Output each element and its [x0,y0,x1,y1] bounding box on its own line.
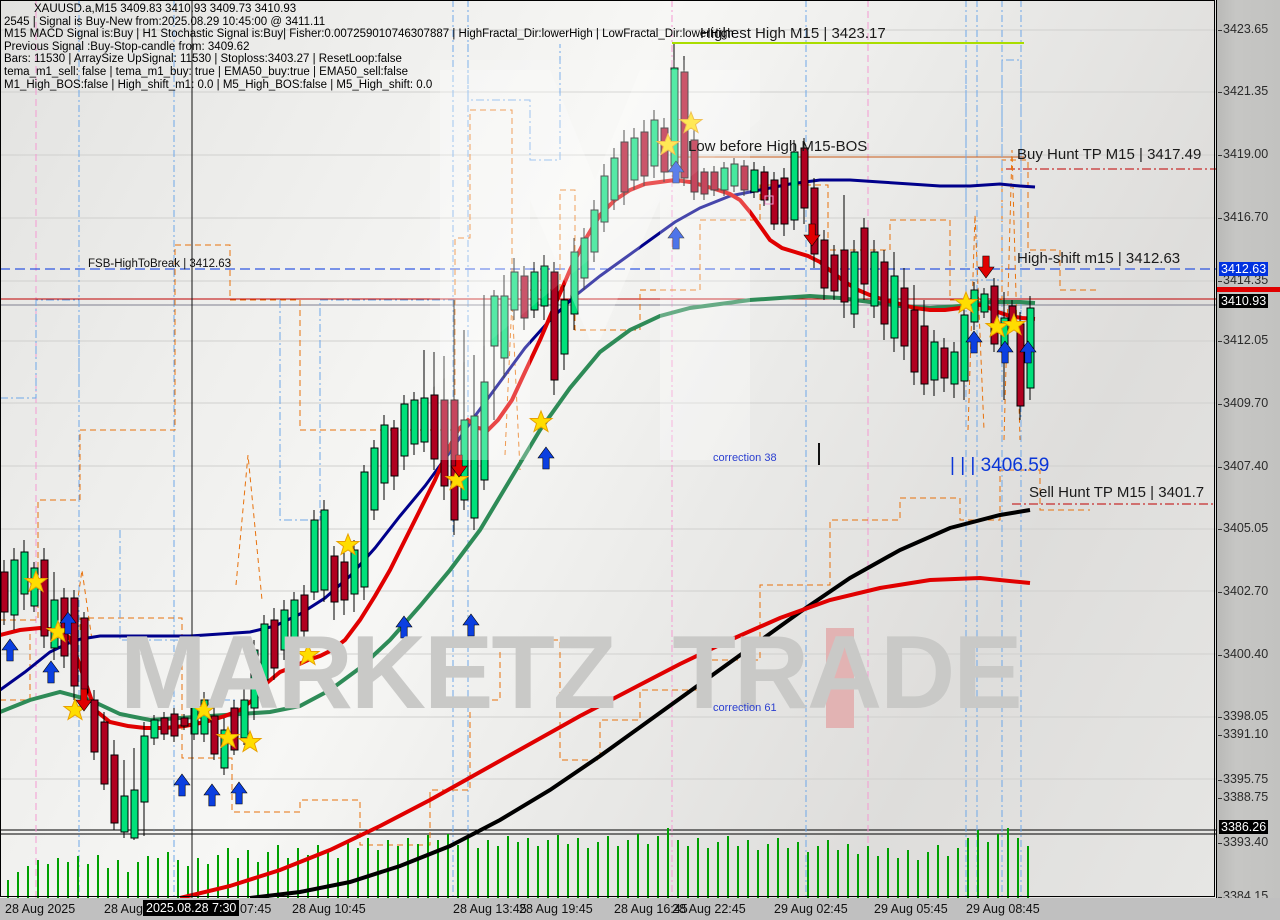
label-low-before-high: Low before High M15-BOS [688,138,868,155]
label-correction-61: correction 61 [713,702,777,714]
sell-signal-arrows [75,223,995,712]
price-tick: 3395.75 [1217,772,1269,786]
label-correction-38: correction 38 [713,452,777,464]
price-tick: 3409.70 [1217,396,1269,410]
time-axis[interactable]: 28 Aug 2025 28 Aug 07:45 28 Aug 10:45 28… [0,898,1280,920]
header-line-5: tema_m1_sell: false | tema_m1_buy: true … [4,65,408,78]
star-markers [23,110,1027,753]
fractal-spikes [71,149,1021,641]
zone-boxes [0,44,1022,701]
time-tick: 28 Aug [104,902,143,916]
header-line-1: 2545 | Signal is Buy-New from:2025.08.29… [4,15,326,28]
marker-box-pink [764,195,774,205]
header-line-3: Previous Signal :Buy-Stop-candle from: 3… [4,40,250,53]
price-marker-red-band [1217,287,1280,292]
price-tick: 3398.05 [1217,709,1269,723]
ma-mid-blue [0,178,1036,692]
price-tick: 3414.35 [1217,273,1269,287]
candlesticks [0,44,1035,840]
volume-bars [7,828,1029,898]
time-tick: 28 Aug 2025 [5,902,76,916]
label-signal-price: | | | 3406.59 [950,455,1050,476]
time-tick: 29 Aug 05:45 [874,902,948,916]
indicator-curve-red [179,575,1031,898]
fractal-channel-lower [0,469,1090,846]
time-tick: 29 Aug 08:45 [966,902,1040,916]
header-line-6: M1_High_BOS:false | High_shift_m1: 0.0 |… [4,78,433,91]
price-tick: 3400.40 [1217,647,1269,661]
indicator-curve-black [249,508,1031,898]
time-crosshair-tooltip: 2025.08.28 7:30 [143,900,240,916]
price-badge-high-shift: 3412.63 [1219,262,1269,276]
time-tick: 28 Aug 10:45 [292,902,366,916]
header-line-4: Bars: 11530 | ArraySize UpSignal: 11530 … [4,53,402,66]
price-tick: 3423.65 [1217,22,1269,36]
label-buy-hunt-tp: Buy Hunt TP M15 | 3417.49 [1017,146,1202,163]
price-badge-current: 3410.93 [1219,294,1269,308]
price-tick: 3391.10 [1217,727,1269,741]
time-tick: 07:45 [240,902,272,916]
chart-plot-area[interactable]: MARKETZ TRADE [0,0,1216,898]
vertical-marker-lines [35,0,1022,898]
label-high-shift: High-shift m15 | 3412.63 [1017,250,1181,267]
label-highest-high: Highest High M15 | 3423.17 [700,25,886,42]
time-tick: 29 Aug 02:45 [774,902,848,916]
time-tick: 28 Aug 16:45 [614,902,688,916]
chart-header-info: XAUUSD.a,M15 3409.83 3410.93 3409.73 341… [4,3,734,91]
label-sell-hunt-tp: Sell Hunt TP M15 | 3401.7 [1029,484,1205,501]
label-fsb-high-to-break: FSB-HighToBreak | 3412.63 [88,258,231,270]
price-tick: 3405.05 [1217,521,1269,535]
price-tick: 3407.40 [1217,459,1269,473]
header-line-2: M15 MACD Signal is:Buy | H1 Stochastic S… [4,28,734,41]
watermark-bar [826,628,854,728]
buy-signal-arrows [1,160,1037,807]
price-tick: 3388.75 [1217,790,1269,804]
header-line-0: XAUUSD.a,M15 3409.83 3410.93 3409.73 341… [34,3,297,15]
price-tick: 3402.70 [1217,584,1269,598]
price-tick: 3412.05 [1217,333,1269,347]
price-badge-low: 3386.26 [1219,820,1269,834]
price-tick: 3421.35 [1217,84,1269,98]
chart-series-svg [0,0,1216,898]
time-tick: 28 Aug 19:45 [519,902,593,916]
price-tick: 3416.70 [1217,210,1269,224]
price-axis[interactable]: 3423.65 3421.35 3419.00 3416.70 3414.35 … [1216,0,1280,903]
time-tick: 28 Aug 22:45 [672,902,746,916]
price-tick: 3393.40 [1217,835,1269,849]
time-tick: 28 Aug 13:45 [453,902,527,916]
price-tick: 3419.00 [1217,147,1269,161]
